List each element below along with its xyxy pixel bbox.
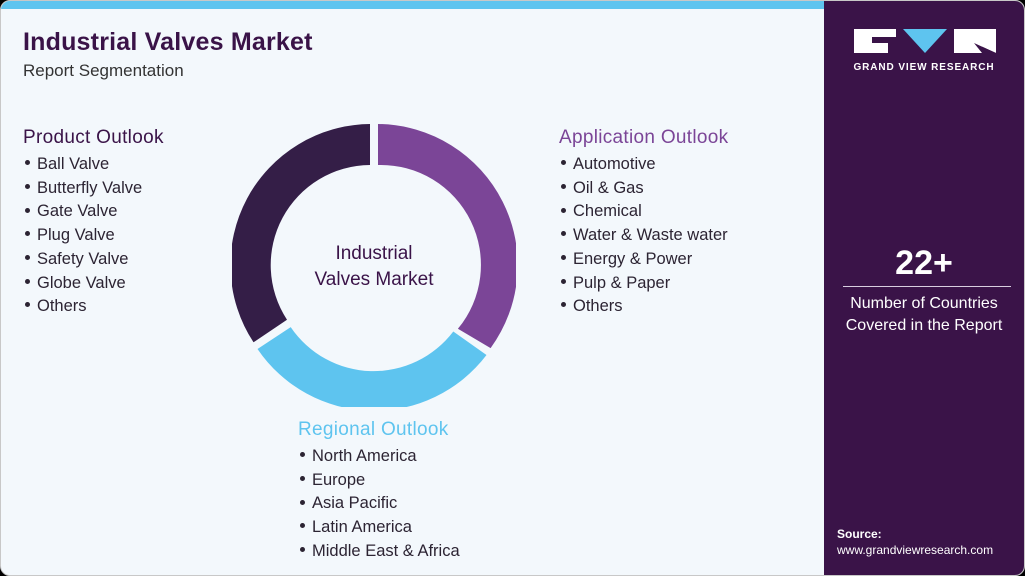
application-outlook-list: Automotive Oil & Gas Chemical Water & Wa… xyxy=(559,153,728,319)
bullet-icon xyxy=(300,546,305,552)
bullet-icon xyxy=(25,254,30,260)
segmentation-donut-chart xyxy=(232,124,516,407)
bullet-icon xyxy=(561,302,566,308)
regional-outlook-list: North America Europe Asia Pacific Latin … xyxy=(298,445,460,564)
bullet-icon xyxy=(561,183,566,189)
list-item: Butterfly Valve xyxy=(23,177,164,201)
bullet-icon xyxy=(25,231,30,237)
bullet-icon xyxy=(300,499,305,505)
donut-segment-regional xyxy=(257,327,487,407)
page-subtitle: Report Segmentation xyxy=(23,61,184,80)
list-item: Energy & Power xyxy=(559,248,728,272)
bullet-icon xyxy=(300,523,305,529)
list-item: Safety Valve xyxy=(23,248,164,272)
list-item: Asia Pacific xyxy=(298,492,460,516)
list-item: Automotive xyxy=(559,153,728,177)
list-item: Globe Valve xyxy=(23,272,164,296)
list-item: Pulp & Paper xyxy=(559,272,728,296)
list-item: Ball Valve xyxy=(23,153,164,177)
bullet-icon xyxy=(561,160,566,166)
source-label: Source: xyxy=(837,527,882,541)
page-title: Industrial Valves Market xyxy=(23,28,313,56)
bullet-icon xyxy=(561,207,566,213)
regional-outlook-group: Regional Outlook North America Europe As… xyxy=(298,419,460,564)
product-outlook-group: Product Outlook Ball Valve Butterfly Val… xyxy=(23,127,164,319)
list-item: Water & Waste water xyxy=(559,224,728,248)
bullet-icon xyxy=(25,302,30,308)
donut-center-label: Industrial Valves Market xyxy=(314,243,434,290)
list-item: Middle East & Africa xyxy=(298,540,460,564)
donut-segment-product xyxy=(232,124,370,343)
list-item: Europe xyxy=(298,469,460,493)
stat-divider xyxy=(843,286,1011,287)
bullet-icon xyxy=(300,475,305,481)
top-accent-bar xyxy=(1,1,824,9)
list-item: Latin America xyxy=(298,516,460,540)
list-item: North America xyxy=(298,445,460,469)
application-outlook-heading: Application Outlook xyxy=(559,127,729,148)
bullet-icon xyxy=(561,231,566,237)
bullet-icon xyxy=(25,207,30,213)
regional-outlook-heading: Regional Outlook xyxy=(298,419,449,440)
sidebar-panel xyxy=(824,1,1024,575)
product-outlook-heading: Product Outlook xyxy=(23,127,164,148)
list-item: Gate Valve xyxy=(23,200,164,224)
bullet-icon xyxy=(300,452,305,458)
list-item: Oil & Gas xyxy=(559,177,728,201)
bullet-icon xyxy=(25,278,30,284)
list-item: Others xyxy=(559,295,728,319)
list-item: Plug Valve xyxy=(23,224,164,248)
bullet-icon xyxy=(561,278,566,284)
bullet-icon xyxy=(25,183,30,189)
application-outlook-group: Application Outlook Automotive Oil & Gas… xyxy=(559,127,728,319)
bullet-icon xyxy=(25,160,30,166)
donut-segment-application xyxy=(378,124,516,349)
list-item: Chemical xyxy=(559,200,728,224)
countries-count: 22+ xyxy=(895,244,953,282)
source-link[interactable]: www.grandviewresearch.com xyxy=(837,543,994,557)
gvr-logo-icon xyxy=(854,29,996,53)
product-outlook-list: Ball Valve Butterfly Valve Gate Valve Pl… xyxy=(23,153,164,319)
bullet-icon xyxy=(561,254,566,260)
list-item: Others xyxy=(23,295,164,319)
brand-name: GRAND VIEW RESEARCH xyxy=(853,62,995,73)
countries-caption: Number of Countries Covered in the Repor… xyxy=(845,295,1003,334)
